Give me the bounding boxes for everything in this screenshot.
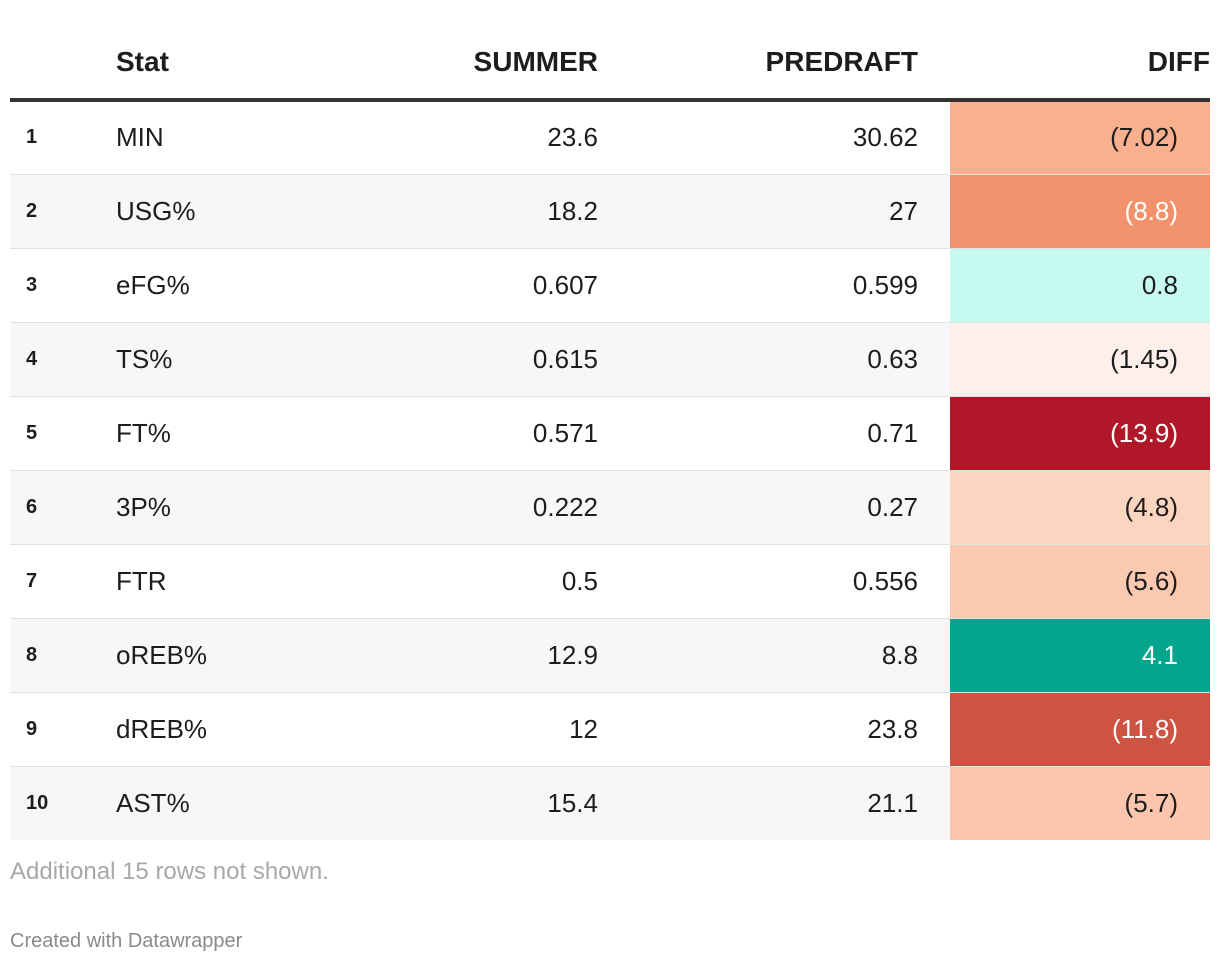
row-summer-value: 0.222 [290, 470, 610, 545]
stats-table-container: Stat SUMMER PREDRAFT DIFF 1 MIN 23.6 30.62(… [10, 0, 1210, 840]
row-predraft-value: 0.599 [610, 248, 950, 323]
row-predraft-value: 0.556 [610, 544, 950, 619]
row-diff-value: (4.8) [950, 470, 1210, 545]
rows-not-shown-note: Additional 15 rows not shown. [10, 858, 329, 885]
row-predraft-value: 21.1 [610, 766, 950, 840]
row-stat: FTR [90, 544, 290, 619]
row-summer-value: 0.571 [290, 396, 610, 471]
row-summer-value: 12 [290, 692, 610, 767]
row-stat: TS% [90, 322, 290, 397]
row-stat: USG% [90, 174, 290, 249]
row-stat: dREB% [90, 692, 290, 767]
row-rank: 6 [10, 470, 90, 545]
row-stat: eFG% [90, 248, 290, 323]
header-row: Stat SUMMER PREDRAFT DIFF [10, 0, 1210, 102]
table-row: 8 oREB% 12.9 8.8 4.1 [10, 618, 1210, 693]
table-row: 3 eFG% 0.607 0.599 0.8 [10, 248, 1210, 323]
header-summer[interactable]: SUMMER [290, 0, 610, 102]
row-stat: 3P% [90, 470, 290, 545]
row-predraft-value: 0.71 [610, 396, 950, 471]
row-predraft-value: 23.8 [610, 692, 950, 767]
row-summer-value: 0.5 [290, 544, 610, 619]
row-summer-value: 0.615 [290, 322, 610, 397]
row-predraft-value: 0.63 [610, 322, 950, 397]
table-row: 2 USG% 18.2 27 (8.8) [10, 174, 1210, 249]
row-summer-value: 12.9 [290, 618, 610, 693]
row-diff-value: 0.8 [950, 248, 1210, 323]
table-row: 9 dREB% 12 23.8 (11.8) [10, 692, 1210, 767]
table-row: 5 FT% 0.571 0.71 (13.9) [10, 396, 1210, 471]
table-row: 10 AST% 15.4 21.1 (5.7) [10, 766, 1210, 840]
table-row: 6 3P% 0.222 0.27 (4.8) [10, 470, 1210, 545]
row-rank: 9 [10, 692, 90, 767]
row-rank: 10 [10, 766, 90, 840]
row-stat: AST% [90, 766, 290, 840]
row-predraft-value: 27 [610, 174, 950, 249]
row-predraft-value: 0.27 [610, 470, 950, 545]
row-diff-value: (13.9) [950, 396, 1210, 471]
header-diff[interactable]: DIFF [950, 0, 1210, 102]
row-stat: FT% [90, 396, 290, 471]
datawrapper-credit[interactable]: Created with Datawrapper [10, 930, 243, 952]
table-row: 1 MIN 23.6 30.62 (7.02) [10, 100, 1210, 175]
stats-table: Stat SUMMER PREDRAFT DIFF 1 MIN 23.6 30.62(… [10, 0, 1210, 840]
row-predraft-value: 30.62 [610, 100, 950, 175]
row-diff-value: (5.6) [950, 544, 1210, 619]
header-stat[interactable]: Stat [90, 0, 290, 102]
row-diff-value: 4.1 [950, 618, 1210, 693]
header-rank [10, 0, 90, 102]
table-header: Stat SUMMER PREDRAFT DIFF [10, 0, 1210, 102]
row-rank: 3 [10, 248, 90, 323]
table-row: 7 FTR 0.5 0.556 (5.6) [10, 544, 1210, 619]
row-summer-value: 18.2 [290, 174, 610, 249]
row-diff-value: (7.02) [950, 100, 1210, 175]
row-summer-value: 0.607 [290, 248, 610, 323]
table-row: 4 TS% 0.615 0.63 (1.45) [10, 322, 1210, 397]
table-body: 1 MIN 23.6 30.62 (7.02) 2 USG% 18.2 27 (8.8) 3 eFG%… [10, 100, 1210, 840]
row-rank: 7 [10, 544, 90, 619]
row-rank: 4 [10, 322, 90, 397]
row-predraft-value: 8.8 [610, 618, 950, 693]
header-predraft[interactable]: PREDRAFT [610, 0, 950, 102]
row-rank: 5 [10, 396, 90, 471]
row-stat: MIN [90, 100, 290, 175]
row-summer-value: 23.6 [290, 100, 610, 175]
row-rank: 8 [10, 618, 90, 693]
row-stat: oREB% [90, 618, 290, 693]
row-diff-value: (11.8) [950, 692, 1210, 767]
row-summer-value: 15.4 [290, 766, 610, 840]
row-diff-value: (8.8) [950, 174, 1210, 249]
row-rank: 2 [10, 174, 90, 249]
row-diff-value: (1.45) [950, 322, 1210, 397]
row-diff-value: (5.7) [950, 766, 1210, 840]
row-rank: 1 [10, 100, 90, 175]
